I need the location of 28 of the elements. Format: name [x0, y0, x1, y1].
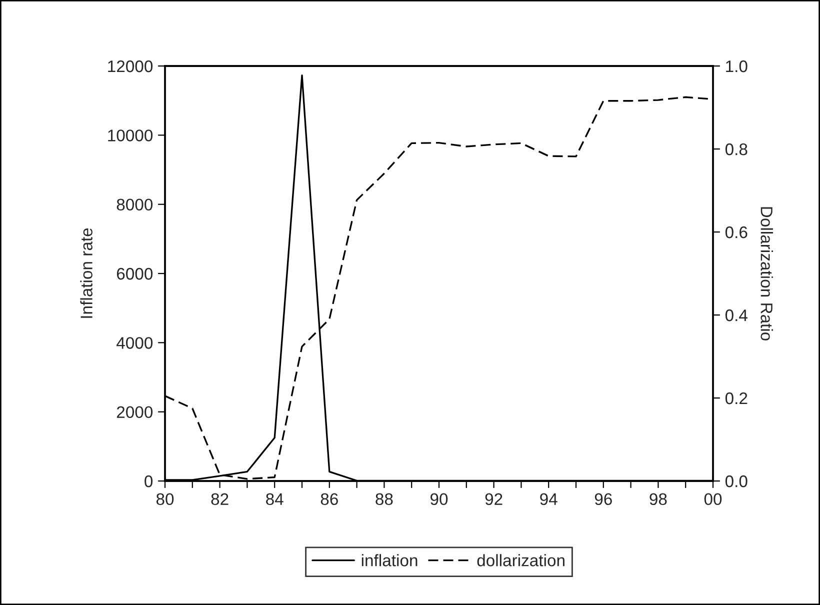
- x-tick-label: 92: [485, 493, 502, 506]
- y-tick-label: 4000: [116, 337, 153, 349]
- y-tick-label: 8000: [116, 198, 153, 211]
- y2-axis-title: Dollarization Ratio: [760, 207, 773, 340]
- y2-tick-label: 0.2: [725, 392, 748, 404]
- x-tick-label: 86: [320, 493, 338, 506]
- y2-tick-label: 1.0: [726, 60, 748, 72]
- x-tick-label: 88: [376, 493, 393, 506]
- x-tick-label: 90: [430, 493, 448, 506]
- y-axis-title: Inflation rate: [80, 228, 92, 318]
- y-tick-label: 12000: [108, 60, 153, 72]
- y-tick-label: 0: [144, 475, 153, 488]
- y-tick-label: 10000: [108, 130, 153, 142]
- x-tick-label: 00: [704, 493, 722, 506]
- x-tick-label: 80: [156, 493, 174, 506]
- x-tick-label: 82: [211, 493, 228, 506]
- x-tick-label: 94: [540, 493, 558, 506]
- y2-tick-label: 0.0: [725, 475, 748, 488]
- legend-label: inflation: [362, 554, 418, 566]
- y2-tick-label: 0.6: [725, 226, 748, 238]
- x-tick-label: 98: [650, 493, 667, 506]
- y-tick-label: 2000: [116, 406, 153, 418]
- y2-tick-label: 0.4: [725, 309, 748, 322]
- y-tick-label: 6000: [116, 268, 153, 280]
- y2-tick-label: 0.8: [725, 143, 748, 156]
- x-tick-label: 96: [594, 493, 612, 506]
- legend-label: dollarization: [477, 554, 564, 566]
- x-tick-label: 84: [266, 493, 284, 506]
